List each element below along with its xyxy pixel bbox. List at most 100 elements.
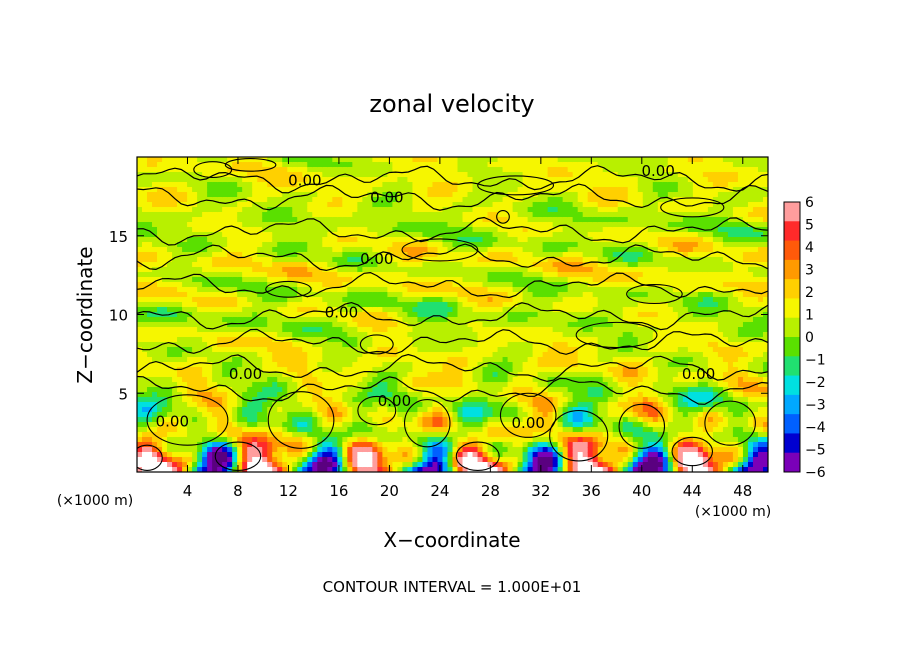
- field-cell: [357, 432, 363, 438]
- field-cell: [387, 187, 394, 193]
- field-cell: [192, 277, 198, 283]
- field-cell: [407, 182, 414, 188]
- field-cell: [437, 352, 444, 358]
- field-cell: [412, 332, 419, 338]
- field-cell: [197, 212, 203, 218]
- field-cell: [412, 172, 419, 178]
- field-cell: [417, 422, 424, 428]
- field-cell: [217, 217, 223, 223]
- field-cell: [247, 282, 253, 288]
- field-cell: [152, 162, 158, 168]
- field-cell: [157, 412, 163, 418]
- field-cell: [397, 222, 404, 228]
- field-cell: [347, 297, 353, 303]
- field-cell: [337, 407, 343, 413]
- field-cell: [137, 342, 143, 348]
- field-cell: [502, 302, 509, 308]
- field-cell: [447, 332, 454, 338]
- field-cell: [217, 297, 223, 303]
- field-cell: [527, 322, 534, 328]
- field-cell: [247, 467, 253, 472]
- field-cell: [147, 187, 153, 193]
- field-cell: [197, 317, 203, 323]
- field-cell: [272, 467, 278, 472]
- field-cell: [337, 432, 343, 438]
- field-cell: [307, 307, 313, 313]
- field-cell: [142, 247, 148, 253]
- field-cell: [397, 157, 404, 163]
- field-cell: [137, 317, 143, 323]
- field-cell: [157, 247, 163, 253]
- field-cell: [302, 427, 308, 433]
- field-cell: [372, 437, 378, 443]
- field-cell: [442, 377, 449, 383]
- field-cell: [307, 372, 313, 378]
- field-cell: [482, 157, 489, 163]
- field-cell: [447, 347, 454, 353]
- field-cell: [222, 277, 228, 283]
- field-cell: [352, 212, 358, 218]
- field-cell: [282, 197, 288, 203]
- field-cell: [312, 317, 318, 323]
- field-cell: [402, 177, 409, 183]
- field-cell: [352, 452, 358, 458]
- field-cell: [357, 392, 363, 398]
- field-cell: [167, 382, 173, 388]
- field-cell: [252, 272, 258, 278]
- field-cell: [427, 372, 434, 378]
- field-cell: [342, 392, 348, 398]
- field-cell: [277, 412, 283, 418]
- field-cell: [157, 262, 163, 268]
- field-cell: [202, 267, 208, 273]
- field-cell: [517, 232, 524, 238]
- field-cell: [167, 427, 173, 433]
- field-cell: [217, 347, 223, 353]
- field-cell: [302, 377, 308, 383]
- field-cell: [402, 307, 409, 313]
- field-cell: [437, 192, 444, 198]
- field-cell: [352, 437, 358, 443]
- field-cell: [432, 327, 439, 333]
- field-cell: [302, 392, 308, 398]
- field-cell: [447, 447, 454, 453]
- field-cell: [142, 337, 148, 343]
- field-cell: [352, 462, 358, 468]
- field-cell: [397, 342, 404, 348]
- field-cell: [247, 352, 253, 358]
- field-cell: [372, 202, 378, 208]
- field-cell: [212, 412, 218, 418]
- field-cell: [502, 262, 509, 268]
- field-cell: [377, 252, 383, 258]
- field-cell: [207, 192, 213, 198]
- field-cell: [342, 327, 348, 333]
- field-cell: [267, 377, 273, 383]
- field-cell: [232, 347, 238, 353]
- field-cell: [517, 327, 524, 333]
- field-cell: [332, 167, 338, 173]
- field-cell: [202, 402, 208, 408]
- field-cell: [527, 177, 534, 183]
- field-cell: [412, 392, 419, 398]
- field-cell: [187, 187, 193, 193]
- field-cell: [232, 317, 238, 323]
- field-cell: [232, 332, 238, 338]
- field-cell: [337, 202, 343, 208]
- field-cell: [482, 427, 489, 433]
- field-cell: [267, 392, 273, 398]
- field-cell: [142, 217, 148, 223]
- field-cell: [322, 412, 328, 418]
- field-cell: [162, 372, 168, 378]
- field-cell: [502, 232, 509, 238]
- field-cell: [397, 372, 404, 378]
- field-cell: [457, 457, 464, 463]
- field-cell: [447, 257, 454, 263]
- field-cell: [212, 382, 218, 388]
- field-cell: [317, 222, 323, 228]
- field-cell: [327, 352, 333, 358]
- field-cell: [312, 427, 318, 433]
- field-cell: [472, 332, 479, 338]
- field-cell: [187, 397, 193, 403]
- field-cell: [457, 242, 464, 248]
- field-cell: [237, 397, 243, 403]
- field-cell: [492, 282, 499, 288]
